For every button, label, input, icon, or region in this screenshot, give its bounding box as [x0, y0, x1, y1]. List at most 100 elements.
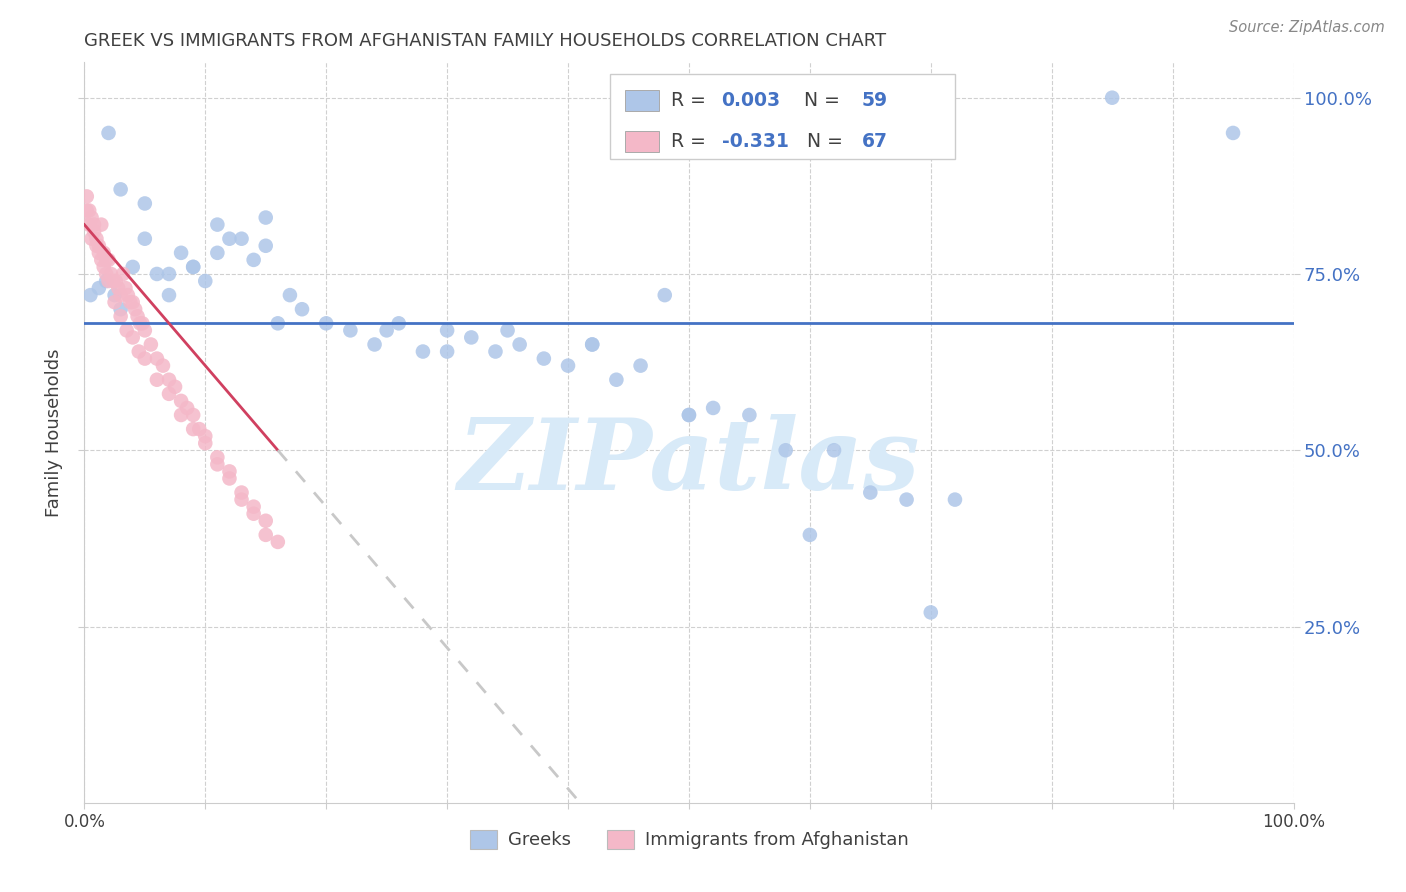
Point [436, 323, 458, 337]
Point [157, 288, 180, 302]
Point [943, 492, 966, 507]
Point [86, 239, 108, 253]
Point [103, 274, 125, 288]
Point [254, 239, 277, 253]
Point [114, 281, 136, 295]
Point [104, 274, 127, 288]
Point [291, 302, 314, 317]
Point [207, 245, 229, 260]
Point [375, 323, 398, 337]
Point [124, 302, 146, 317]
Point [121, 295, 143, 310]
Text: 67: 67 [862, 132, 887, 151]
Point [207, 458, 229, 472]
Point [799, 528, 821, 542]
Text: Source: ZipAtlas.com: Source: ZipAtlas.com [1229, 20, 1385, 35]
Point [87, 239, 110, 253]
Point [678, 408, 700, 422]
Point [533, 351, 555, 366]
Point [94, 274, 117, 288]
Text: N =: N = [807, 132, 849, 151]
Point [176, 401, 198, 415]
Point [121, 330, 143, 344]
Point [104, 295, 127, 310]
Point [557, 359, 579, 373]
Text: R =: R = [671, 91, 711, 111]
Point [104, 288, 127, 302]
Point [110, 182, 132, 196]
Point [146, 351, 169, 366]
Point [120, 295, 142, 310]
Point [267, 316, 290, 330]
Point [152, 359, 174, 373]
Point [388, 316, 411, 330]
Point [775, 443, 797, 458]
Text: R =: R = [671, 132, 711, 151]
Point [121, 260, 143, 274]
Point [146, 373, 169, 387]
Point [110, 302, 132, 317]
Point [605, 373, 627, 387]
Point [207, 218, 229, 232]
Point [87, 245, 110, 260]
Point [678, 408, 700, 422]
Point [254, 528, 277, 542]
Point [110, 288, 132, 302]
Point [231, 485, 253, 500]
Point [738, 408, 761, 422]
Point [896, 492, 918, 507]
Text: -0.331: -0.331 [721, 132, 789, 151]
Point [170, 245, 193, 260]
Point [129, 316, 152, 330]
Point [242, 252, 264, 267]
Point [823, 443, 845, 458]
Point [315, 316, 337, 330]
Point [254, 211, 277, 225]
Point [97, 274, 120, 288]
Point [94, 267, 117, 281]
Point [110, 310, 132, 324]
FancyBboxPatch shape [624, 90, 659, 112]
Point [157, 267, 180, 281]
Point [97, 126, 120, 140]
Point [218, 471, 240, 485]
Point [77, 218, 100, 232]
Point [139, 337, 162, 351]
Point [127, 310, 149, 324]
Point [920, 606, 942, 620]
Point [90, 218, 112, 232]
Point [79, 288, 101, 302]
Point [112, 267, 135, 281]
Point [157, 387, 180, 401]
Point [242, 507, 264, 521]
Point [83, 218, 105, 232]
Point [80, 232, 103, 246]
Point [218, 232, 240, 246]
Point [496, 323, 519, 337]
Point [90, 252, 112, 267]
Point [80, 211, 103, 225]
Point [194, 429, 217, 443]
Text: 0.003: 0.003 [721, 91, 780, 111]
Point [146, 267, 169, 281]
Point [134, 196, 156, 211]
Legend: Greeks, Immigrants from Afghanistan: Greeks, Immigrants from Afghanistan [463, 823, 915, 856]
Point [194, 274, 217, 288]
Point [77, 203, 100, 218]
Point [134, 351, 156, 366]
Point [128, 344, 150, 359]
Text: N =: N = [792, 91, 845, 111]
Point [93, 260, 115, 274]
Point [134, 232, 156, 246]
Point [242, 500, 264, 514]
Point [93, 245, 115, 260]
Point [1101, 91, 1123, 105]
Point [94, 252, 117, 267]
Point [157, 373, 180, 387]
Point [267, 535, 290, 549]
Point [460, 330, 482, 344]
Text: GREEK VS IMMIGRANTS FROM AFGHANISTAN FAMILY HOUSEHOLDS CORRELATION CHART: GREEK VS IMMIGRANTS FROM AFGHANISTAN FAM… [84, 32, 887, 50]
Point [117, 288, 139, 302]
Point [339, 323, 361, 337]
Point [702, 401, 724, 415]
